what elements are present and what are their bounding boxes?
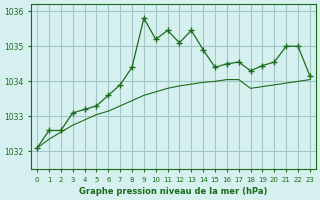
X-axis label: Graphe pression niveau de la mer (hPa): Graphe pression niveau de la mer (hPa) (79, 187, 268, 196)
